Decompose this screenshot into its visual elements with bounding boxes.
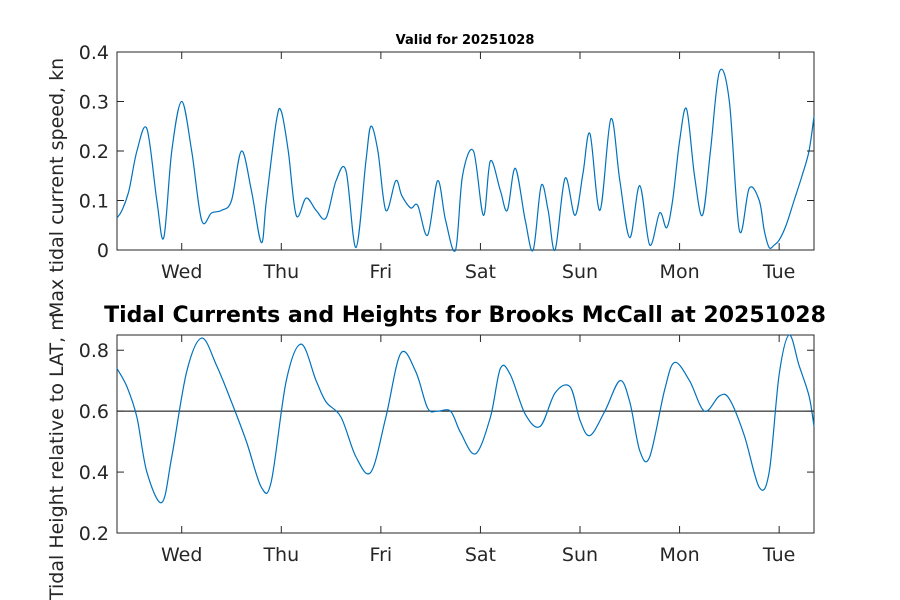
x-tick-label: Fri — [370, 261, 393, 283]
tidal-height-panel: Tidal Currents and Heights for Brooks Mc… — [46, 303, 826, 600]
y-tick-label: 0.4 — [79, 42, 109, 64]
current-y-axis-label: Max tidal current speed, kn — [46, 58, 68, 318]
x-tick-label: Wed — [161, 544, 202, 566]
current-speed-panel: Valid for 20251028 0 0.1 0.2 0.3 0.4 Wed Thu F… — [46, 33, 815, 318]
y-tick-label: 0.2 — [79, 141, 109, 163]
x-tick-label: Sun — [562, 261, 598, 283]
current-chart-title: Valid for 20251028 — [396, 33, 535, 48]
x-tick-label: Fri — [370, 544, 393, 566]
height-plot-area — [116, 334, 815, 534]
current-speed-line — [116, 68, 815, 252]
y-tick-label: 0.6 — [79, 401, 109, 423]
x-tick-label: Sat — [465, 544, 496, 566]
tidal-chart-title: Tidal Currents and Heights for Brooks Mc… — [104, 303, 826, 328]
current-plot-area — [116, 51, 815, 251]
x-tick-label: Tue — [762, 261, 795, 283]
y-tick-label: 0.4 — [79, 462, 109, 484]
y-tick-label: 0.3 — [79, 92, 109, 114]
x-tick-label: Mon — [660, 261, 700, 283]
x-tick-label: Thu — [262, 261, 299, 283]
y-tick-label: 0.2 — [79, 523, 109, 545]
x-tick-label: Sun — [562, 544, 598, 566]
tidal-height-line — [116, 334, 815, 504]
height-y-axis-label: Tidal Height relative to LAT, m — [46, 312, 68, 600]
x-tick-label: Mon — [660, 544, 700, 566]
x-tick-label: Wed — [161, 261, 202, 283]
x-tick-label: Tue — [762, 544, 795, 566]
y-tick-label: 0.8 — [79, 340, 109, 362]
x-tick-label: Sat — [465, 261, 496, 283]
y-tick-label: 0 — [97, 240, 109, 262]
y-tick-label: 0.1 — [79, 191, 109, 213]
x-tick-label: Thu — [262, 544, 299, 566]
